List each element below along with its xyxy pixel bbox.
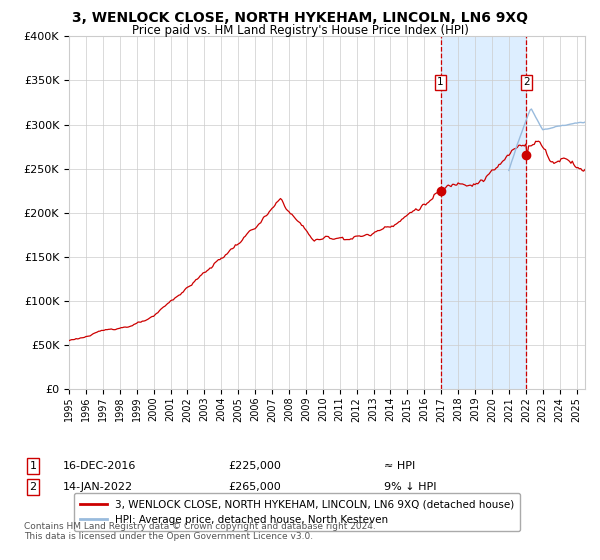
Text: 9% ↓ HPI: 9% ↓ HPI: [384, 482, 437, 492]
Legend: 3, WENLOCK CLOSE, NORTH HYKEHAM, LINCOLN, LN6 9XQ (detached house), HPI: Average: 3, WENLOCK CLOSE, NORTH HYKEHAM, LINCOLN…: [74, 493, 520, 531]
Text: ≈ HPI: ≈ HPI: [384, 461, 415, 471]
Text: 2: 2: [523, 77, 530, 87]
Text: 2: 2: [29, 482, 37, 492]
Bar: [440, 36, 526, 389]
Text: £265,000: £265,000: [228, 482, 281, 492]
Text: 3, WENLOCK CLOSE, NORTH HYKEHAM, LINCOLN, LN6 9XQ: 3, WENLOCK CLOSE, NORTH HYKEHAM, LINCOLN…: [72, 11, 528, 25]
Text: 16-DEC-2016: 16-DEC-2016: [63, 461, 136, 471]
Text: £225,000: £225,000: [228, 461, 281, 471]
Text: Price paid vs. HM Land Registry's House Price Index (HPI): Price paid vs. HM Land Registry's House …: [131, 24, 469, 36]
Text: 14-JAN-2022: 14-JAN-2022: [63, 482, 133, 492]
Text: 1: 1: [437, 77, 444, 87]
Text: 1: 1: [29, 461, 37, 471]
Text: Contains HM Land Registry data © Crown copyright and database right 2024.
This d: Contains HM Land Registry data © Crown c…: [24, 522, 376, 542]
